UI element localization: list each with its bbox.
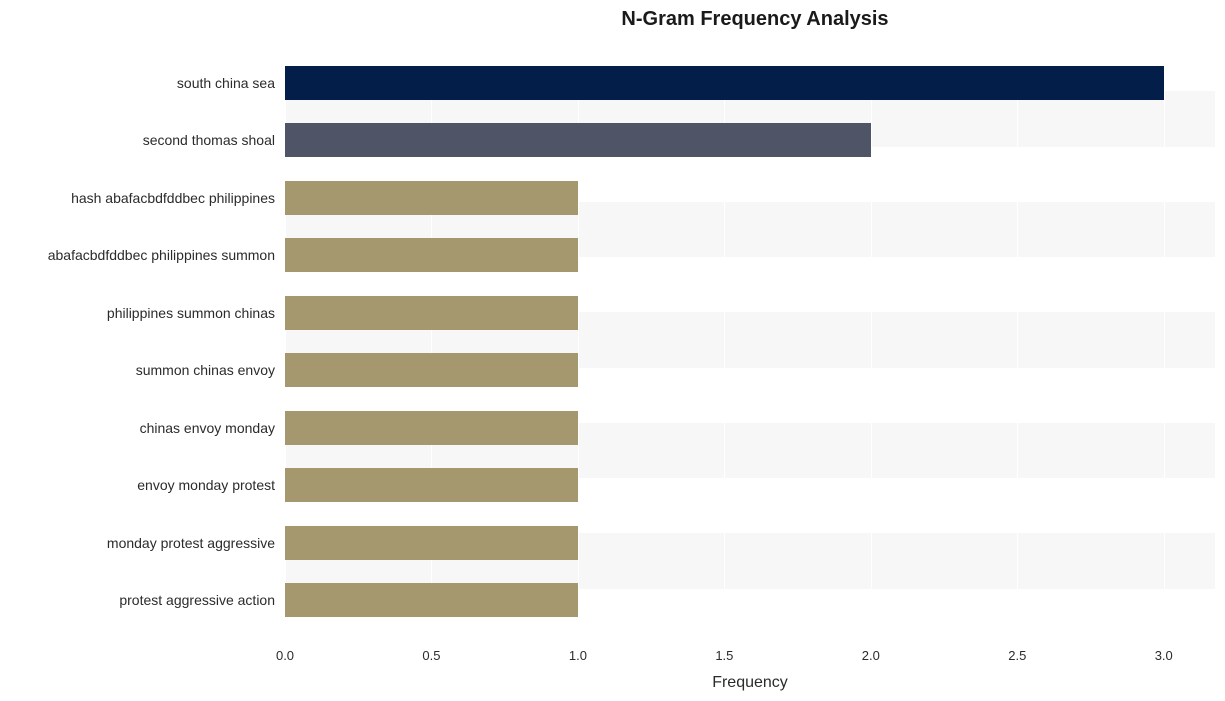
y-tick-label: abafacbdfddbec philippines summon: [0, 247, 275, 263]
bar: [285, 411, 578, 445]
x-tick-label: 2.5: [1008, 648, 1026, 663]
grid-line: [871, 36, 872, 644]
y-axis-labels: south china sea second thomas shoal hash a…: [0, 36, 275, 644]
bar: [285, 468, 578, 502]
bar: [285, 296, 578, 330]
bar: [285, 238, 578, 272]
y-tick-label: protest aggressive action: [0, 592, 275, 608]
y-tick-label: second thomas shoal: [0, 132, 275, 148]
bar: [285, 181, 578, 215]
chart-title: N-Gram Frequency Analysis: [0, 8, 1225, 31]
grid-line: [1017, 36, 1018, 644]
x-tick-label: 0.5: [422, 648, 440, 663]
x-tick-label: 3.0: [1155, 648, 1173, 663]
y-tick-label: monday protest aggressive: [0, 535, 275, 551]
y-tick-label: chinas envoy monday: [0, 420, 275, 436]
y-tick-label: hash abafacbdfddbec philippines: [0, 190, 275, 206]
plot-area: [285, 36, 1215, 644]
x-tick-label: 1.0: [569, 648, 587, 663]
y-tick-label: summon chinas envoy: [0, 362, 275, 378]
bar: [285, 353, 578, 387]
bar: [285, 583, 578, 617]
x-axis-tick-labels: 0.00.51.01.52.02.53.0: [285, 648, 1215, 668]
x-axis-title: Frequency: [285, 674, 1215, 692]
x-tick-label: 2.0: [862, 648, 880, 663]
y-tick-label: envoy monday protest: [0, 477, 275, 493]
x-tick-label: 1.5: [715, 648, 733, 663]
x-tick-label: 0.0: [276, 648, 294, 663]
grid-line: [1164, 36, 1165, 644]
y-tick-label: philippines summon chinas: [0, 305, 275, 321]
bar: [285, 123, 871, 157]
y-tick-label: south china sea: [0, 75, 275, 91]
ngram-frequency-chart: N-Gram Frequency Analysis south china se…: [0, 0, 1225, 701]
bar: [285, 526, 578, 560]
bar: [285, 66, 1164, 100]
